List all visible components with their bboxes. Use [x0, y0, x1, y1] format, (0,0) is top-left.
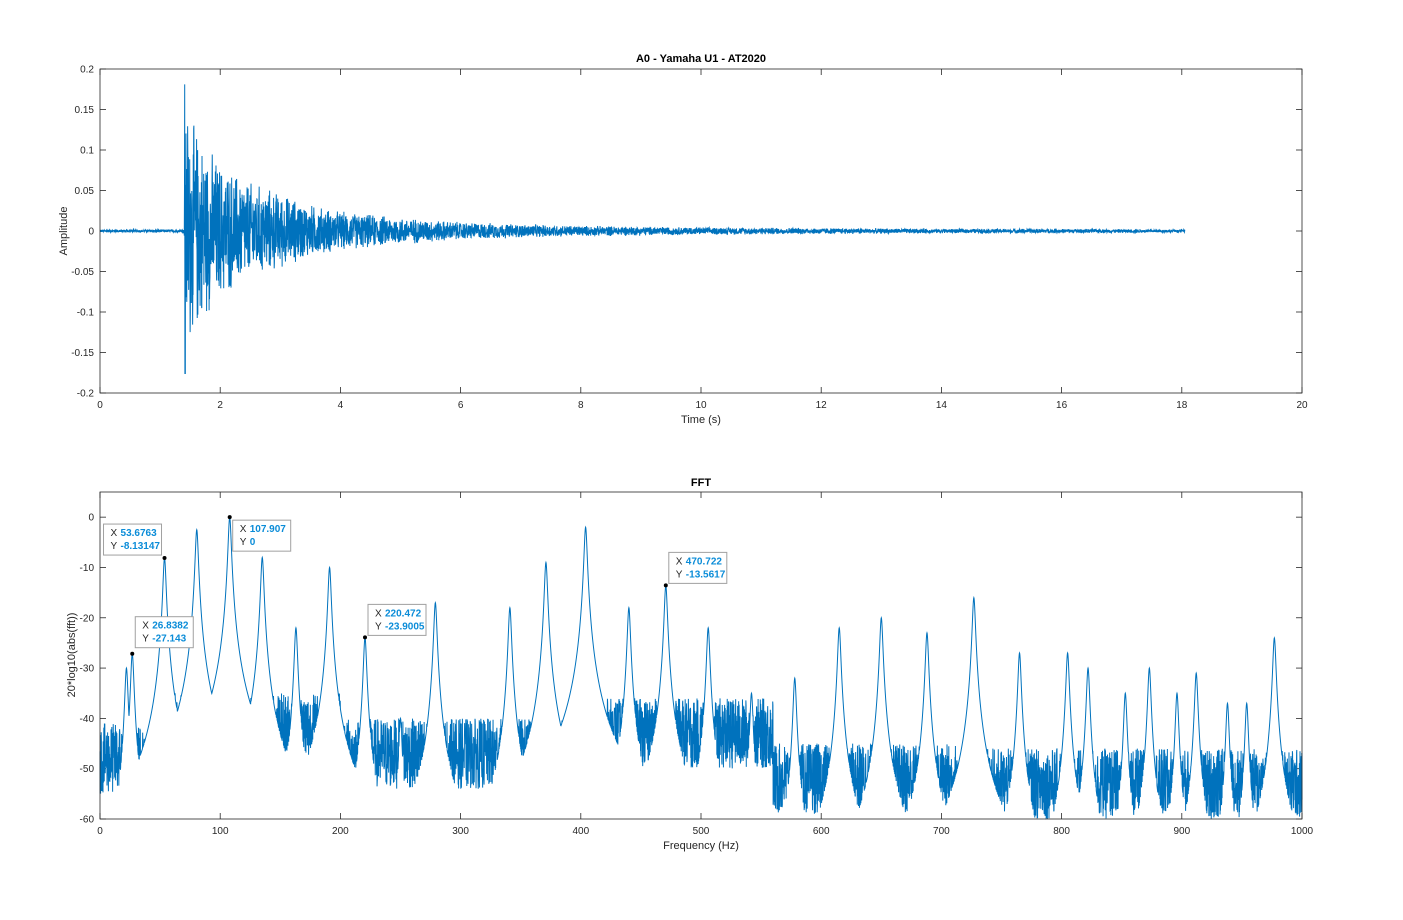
fft-ytick-label: -10 [80, 563, 95, 574]
fft-xtick-label: 0 [97, 826, 103, 837]
fft-ytick-label: -50 [80, 764, 95, 775]
waveform-ylabel: Amplitude [58, 207, 70, 256]
waveform-title: A0 - Yamaha U1 - AT2020 [636, 53, 766, 65]
waveform-ytick-label: 0.15 [75, 105, 95, 116]
datatip-marker [130, 651, 135, 656]
fft-xtick-label: 600 [813, 826, 830, 837]
fft-xtick-label: 800 [1053, 826, 1070, 837]
fft-ytick-label: -30 [80, 664, 95, 675]
waveform-line [99, 84, 1186, 375]
datatip-marker [162, 556, 167, 561]
fft-line [99, 516, 1303, 820]
waveform-ytick-label: 0.2 [80, 65, 94, 76]
fft-ylabel: 20*log10(abs(fft)) [66, 613, 78, 698]
datatip-box [103, 523, 163, 556]
waveform-ytick-label: -0.2 [77, 389, 95, 400]
datatip-y-value: -8.13147 [121, 541, 161, 552]
datatip-x-key: X [676, 556, 683, 567]
waveform-xtick-label: 6 [458, 400, 464, 411]
waveform-xlabel: Time (s) [681, 414, 721, 426]
datatip-y-value: 0 [250, 537, 256, 548]
datatip-marker [363, 635, 368, 640]
waveform-ytick-label: -0.1 [77, 308, 95, 319]
fft-axes: 0 100 200 300 400 500 600 700 800 900 1000 -60 -50 -4… [66, 477, 1314, 852]
datatip-box [367, 603, 427, 636]
fft-xtick-label: 500 [693, 826, 710, 837]
datatip-x-key: X [142, 621, 149, 632]
fft-xtick-label: 400 [572, 826, 589, 837]
datatip-box [232, 519, 292, 552]
datatip-box [134, 616, 194, 649]
datatip-y-value: -13.5617 [686, 569, 726, 580]
waveform-xtick-label: 0 [97, 400, 103, 411]
datatip-y-key: Y [375, 621, 382, 632]
datatip-x-value: 220.472 [385, 608, 422, 619]
waveform-xtick-label: 16 [1056, 400, 1068, 411]
waveform-ytick-label: 0.05 [75, 186, 95, 197]
datatip-y-key: Y [142, 634, 149, 645]
fft-xtick-label: 300 [452, 826, 469, 837]
fft-ytick-label: -60 [80, 815, 95, 826]
datatip-marker [663, 583, 668, 588]
fft-ytick-label: -40 [80, 714, 95, 725]
waveform-axes: 0 2 4 6 8 10 12 14 16 18 20 -0.2 -0.15 -0.1 -0.05 0 0.05… [58, 53, 1308, 426]
datatip-marker [227, 515, 232, 520]
waveform-axes-box [99, 68, 1303, 394]
datatip-y-key: Y [240, 537, 247, 548]
datatip-x-value: 53.6763 [121, 528, 158, 539]
fft-axes-box [99, 491, 1303, 820]
fft-xtick-label: 700 [933, 826, 950, 837]
fft-xtick-label: 200 [332, 826, 349, 837]
waveform-xtick-label: 8 [578, 400, 584, 411]
waveform-xtick-label: 20 [1296, 400, 1308, 411]
waveform-xtick-label: 4 [338, 400, 344, 411]
datatip-y-value: -23.9005 [385, 621, 425, 632]
waveform-xtick-label: 10 [695, 400, 707, 411]
waveform-xtick-label: 12 [816, 400, 828, 411]
waveform-ticks: 0 2 4 6 8 10 12 14 16 18 20 -0.2 -0.15 -0.1 -0.05 0 0.05… [71, 65, 1308, 412]
waveform-ytick-label: 0.1 [80, 146, 94, 157]
fft-xtick-label: 900 [1173, 826, 1190, 837]
fft-xtick-label: 1000 [1291, 826, 1314, 837]
waveform-ytick-label: -0.05 [71, 267, 94, 278]
fft-title: FFT [691, 477, 711, 489]
datatip-x-key: X [375, 608, 382, 619]
waveform-xtick-label: 18 [1176, 400, 1188, 411]
datatip-y-value: -27.143 [152, 634, 186, 645]
waveform-xtick-label: 14 [936, 400, 948, 411]
datatip-x-value: 107.907 [250, 524, 287, 535]
fft-ytick-label: 0 [88, 513, 94, 524]
fft-xlabel: Frequency (Hz) [663, 840, 739, 852]
datatip-x-key: X [111, 528, 118, 539]
fft-ticks: 0 100 200 300 400 500 600 700 800 900 1000 -60 -50 -4… [80, 492, 1314, 837]
datatip-x-key: X [240, 524, 247, 535]
waveform-ytick-label: -0.15 [71, 348, 94, 359]
waveform-ytick-label: 0 [88, 227, 94, 238]
datatip-box [668, 551, 728, 584]
waveform-xtick-label: 2 [217, 400, 223, 411]
datatip-y-key: Y [676, 569, 683, 580]
fft-xtick-label: 100 [212, 826, 229, 837]
fft-ytick-label: -20 [80, 613, 95, 624]
datatip-x-value: 470.722 [686, 556, 723, 567]
datatip-y-key: Y [111, 541, 118, 552]
datatip-x-value: 26.8382 [152, 621, 189, 632]
